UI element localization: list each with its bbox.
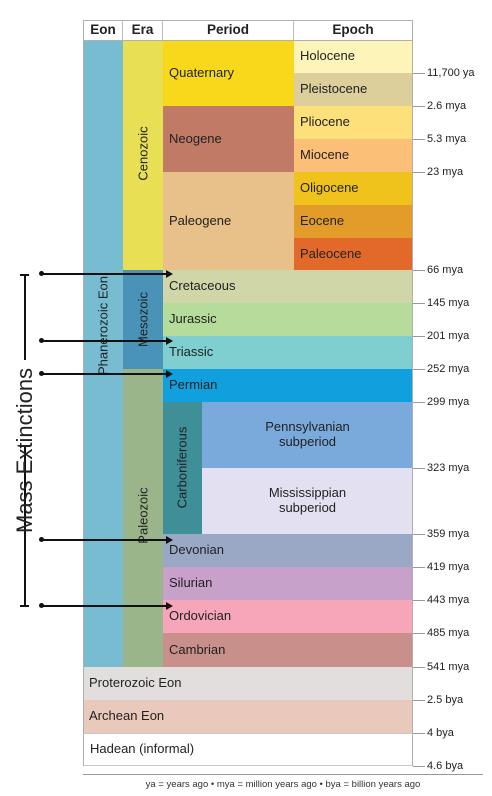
footer-divider	[83, 774, 483, 775]
tick-line	[413, 303, 425, 304]
tick-line	[413, 270, 425, 271]
tick-line	[413, 139, 425, 140]
period-devonian: Devonian	[163, 534, 413, 567]
era-cenozoic	[123, 40, 163, 270]
eon-proterozoic: Proterozoic Eon	[83, 667, 413, 700]
arrow-head-icon	[166, 602, 173, 610]
arrow-head-icon	[166, 536, 173, 544]
epoch-paleocene: Paleocene	[294, 238, 413, 270]
extinction-arrow-end-triassic	[41, 340, 167, 342]
boundary-label-archean-base: 4 bya	[427, 727, 454, 739]
tick-line	[413, 600, 425, 601]
eon-phanerozoic	[83, 40, 123, 667]
mass-extinctions-label: Mass Extinctions	[12, 367, 37, 533]
extinction-arrow-end-permian	[41, 373, 167, 375]
grid-right	[412, 20, 413, 766]
period-carboniferous-label: Carboniferous	[174, 426, 190, 509]
boundary-label-silurian-base: 443 mya	[427, 594, 470, 606]
tick-line	[413, 106, 425, 107]
boundary-label-pennsylvanian-base: 323 mya	[427, 462, 470, 474]
tick-line	[413, 534, 425, 535]
eon-phanerozoic-label: Phanerozoic Eon	[95, 276, 111, 376]
tick-line	[413, 172, 425, 173]
period-cambrian: Cambrian	[163, 633, 413, 667]
tick-line	[413, 700, 425, 701]
boundary-label-holocene-base: 11,700 ya	[427, 67, 475, 79]
boundary-label-cambrian-base: 541 mya	[427, 661, 470, 673]
period-silurian: Silurian	[163, 567, 413, 600]
boundary-label-pliocene-base: 5.3 mya	[427, 133, 467, 145]
tick-line	[413, 369, 425, 370]
boundary-label-neogene-base: 23 mya	[427, 166, 464, 178]
period-carboniferous	[163, 402, 202, 534]
subperiod-pennsylvanian: Pennsylvanian subperiod	[202, 402, 413, 468]
tick-line	[413, 567, 425, 568]
period-quaternary: Quaternary	[163, 40, 294, 106]
bracket-bottom-cap	[20, 605, 29, 607]
boundary-label-proterozoic-base: 2.5 bya	[427, 694, 464, 706]
boundary-label-jurassic-base: 201 mya	[427, 330, 470, 342]
eon-hadean: Hadean (informal)	[83, 733, 413, 766]
tick-line	[413, 766, 425, 767]
tick-line	[413, 402, 425, 403]
boundary-label-cretaceous-base: 145 mya	[427, 297, 470, 309]
grid-header-bottom	[83, 40, 413, 41]
arrow-head-icon	[166, 270, 173, 278]
epoch-pleistocene: Pleistocene	[294, 73, 413, 106]
period-jurassic: Jurassic	[163, 303, 413, 336]
epoch-holocene: Holocene	[294, 40, 413, 73]
extinction-arrow-end-cretaceous	[41, 273, 167, 275]
period-ordovician: Ordovician	[163, 600, 413, 633]
period-triassic: Triassic	[163, 336, 413, 369]
boundary-label-quaternary-base: 2.6 mya	[427, 100, 467, 112]
era-mesozoic	[123, 270, 163, 369]
header-period: Period	[163, 20, 294, 40]
boundary-label-cenozoic-base: 66 mya	[427, 264, 464, 276]
epoch-oligocene: Oligocene	[294, 172, 413, 205]
epoch-eocene: Eocene	[294, 205, 413, 238]
boundary-label-permian-base: 299 mya	[427, 396, 470, 408]
period-permian: Permian	[163, 369, 413, 402]
tick-line	[413, 667, 425, 668]
grid-top	[83, 20, 413, 21]
header-epoch: Epoch	[294, 20, 413, 40]
period-paleogene: Paleogene	[163, 172, 294, 270]
tick-line	[413, 73, 425, 74]
era-paleozoic-label: Paleozoic	[135, 487, 151, 544]
grid-left	[83, 20, 84, 766]
extinction-arrow-late-devonian	[41, 539, 167, 541]
boundary-label-ordovician-base: 485 mya	[427, 627, 470, 639]
boundary-label-carboniferous-base: 359 mya	[427, 528, 470, 540]
period-neogene: Neogene	[163, 106, 294, 172]
tick-line	[413, 733, 425, 734]
period-cretaceous: Cretaceous	[163, 270, 413, 303]
boundary-label-devonian-base: 419 mya	[427, 561, 470, 573]
arrow-head-icon	[166, 337, 173, 345]
bracket-top-cap	[20, 274, 29, 276]
arrow-head-icon	[166, 370, 173, 378]
eon-archean: Archean Eon	[83, 700, 413, 733]
extinction-arrow-end-ordovician	[41, 605, 167, 607]
era-cenozoic-label: Cenozoic	[135, 126, 151, 181]
tick-line	[413, 468, 425, 469]
header-eon: Eon	[83, 20, 123, 40]
footer-legend: ya = years ago • mya = million years ago…	[145, 779, 421, 790]
epoch-miocene: Miocene	[294, 139, 413, 172]
header-era: Era	[123, 20, 163, 40]
epoch-pliocene: Pliocene	[294, 106, 413, 139]
boundary-label-triassic-base: 252 mya	[427, 363, 470, 375]
subperiod-mississippian: Mississippian subperiod	[202, 468, 413, 534]
tick-line	[413, 633, 425, 634]
era-paleozoic	[123, 369, 163, 667]
tick-line	[413, 336, 425, 337]
boundary-label-hadean-base: 4.6 bya	[427, 760, 464, 772]
